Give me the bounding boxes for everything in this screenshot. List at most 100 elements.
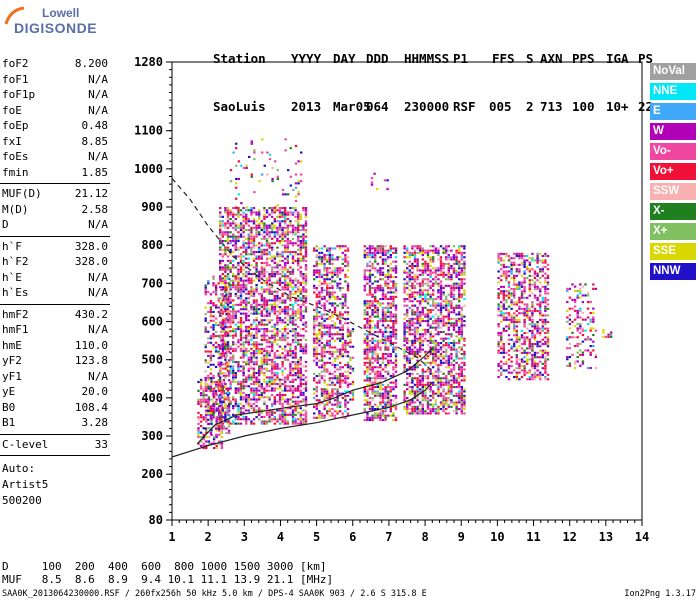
- echo-point: [323, 375, 326, 378]
- echo-point: [273, 224, 276, 227]
- echo-point: [297, 418, 300, 421]
- echo-point: [413, 273, 417, 276]
- echo-point: [239, 255, 243, 258]
- echo-point: [432, 271, 435, 274]
- echo-point: [234, 413, 237, 416]
- echo-point: [413, 278, 417, 281]
- echo-point: [265, 211, 269, 214]
- echo-point: [432, 377, 435, 380]
- echo-point: [403, 335, 406, 338]
- echo-point: [341, 302, 344, 305]
- echo-point: [222, 348, 226, 351]
- echo-point: [221, 347, 224, 350]
- echo-point: [284, 413, 287, 416]
- echo-point: [416, 392, 419, 395]
- echo-point: [245, 222, 248, 225]
- echo-point: [245, 286, 248, 289]
- echo-point: [313, 372, 316, 375]
- echo-point: [265, 303, 269, 306]
- echo-point: [366, 302, 369, 305]
- echo-point: [439, 289, 443, 292]
- echo-point: [252, 251, 256, 254]
- echo-point: [260, 286, 263, 289]
- echo-point: [394, 315, 398, 318]
- echo-point: [299, 389, 302, 392]
- echo-point: [341, 379, 344, 382]
- echo-point: [326, 282, 329, 285]
- echo-point: [237, 367, 240, 370]
- echo-point: [315, 390, 318, 393]
- echo-point: [232, 350, 235, 353]
- echo-point: [429, 346, 432, 349]
- echo-point: [336, 271, 339, 274]
- echo-point: [222, 339, 226, 342]
- echo-point: [341, 293, 344, 296]
- echo-point: [268, 286, 271, 289]
- legend-item-vo: Vo+: [650, 163, 696, 180]
- echo-point: [300, 151, 303, 154]
- echo-point: [439, 302, 443, 305]
- echo-point: [294, 378, 297, 381]
- echo-point: [294, 387, 297, 390]
- echo-point: [202, 394, 205, 397]
- echo-point: [263, 209, 266, 212]
- echo-point: [374, 304, 377, 307]
- echo-point: [239, 224, 243, 227]
- echo-point: [381, 247, 385, 250]
- echo-point: [299, 270, 302, 273]
- echo-point: [374, 267, 377, 270]
- echo-point: [429, 361, 432, 364]
- echo-point: [387, 304, 390, 307]
- echo-point: [363, 364, 366, 367]
- echo-point: [366, 304, 369, 307]
- echo-point: [271, 273, 274, 276]
- echo-point: [212, 363, 215, 366]
- x-tick-label: 2: [205, 530, 212, 544]
- echo-point: [376, 315, 379, 318]
- echo-point: [304, 383, 308, 386]
- echo-point: [437, 381, 440, 384]
- echo-point: [376, 300, 379, 303]
- echo-point: [234, 222, 237, 225]
- echo-point: [271, 418, 274, 421]
- echo-point: [273, 218, 276, 221]
- echo-point: [341, 346, 344, 349]
- echo-point: [219, 215, 222, 218]
- echo-point: [239, 317, 243, 320]
- echo-point: [245, 334, 248, 337]
- echo-point: [368, 324, 372, 327]
- echo-point: [432, 390, 435, 393]
- echo-point: [281, 308, 284, 311]
- echo-point: [232, 222, 235, 225]
- echo-point: [432, 375, 435, 378]
- echo-point: [447, 249, 450, 252]
- echo-point: [374, 295, 377, 298]
- echo-point: [368, 256, 372, 259]
- echo-point: [258, 380, 261, 383]
- echo-point: [381, 267, 385, 270]
- echo-point: [302, 275, 305, 278]
- echo-point: [255, 358, 258, 361]
- echo-point: [341, 304, 344, 307]
- echo-point: [413, 291, 417, 294]
- echo-point: [419, 324, 422, 327]
- echo-point: [419, 273, 422, 276]
- echo-point: [299, 378, 302, 381]
- echo-point: [411, 412, 414, 415]
- echo-point: [271, 350, 274, 353]
- echo-point: [278, 317, 282, 320]
- echo-point: [376, 287, 379, 290]
- echo-point: [268, 279, 271, 282]
- echo-point: [363, 302, 366, 305]
- echo-point: [252, 407, 256, 410]
- echo-point: [224, 407, 227, 410]
- echo-point: [344, 273, 347, 276]
- echo-point: [437, 322, 440, 325]
- echo-point: [242, 367, 245, 370]
- echo-point: [421, 383, 424, 386]
- echo-point: [408, 348, 411, 351]
- echo-point: [299, 273, 302, 276]
- echo-point: [339, 322, 342, 325]
- echo-point: [260, 281, 263, 284]
- echo-point: [237, 193, 240, 196]
